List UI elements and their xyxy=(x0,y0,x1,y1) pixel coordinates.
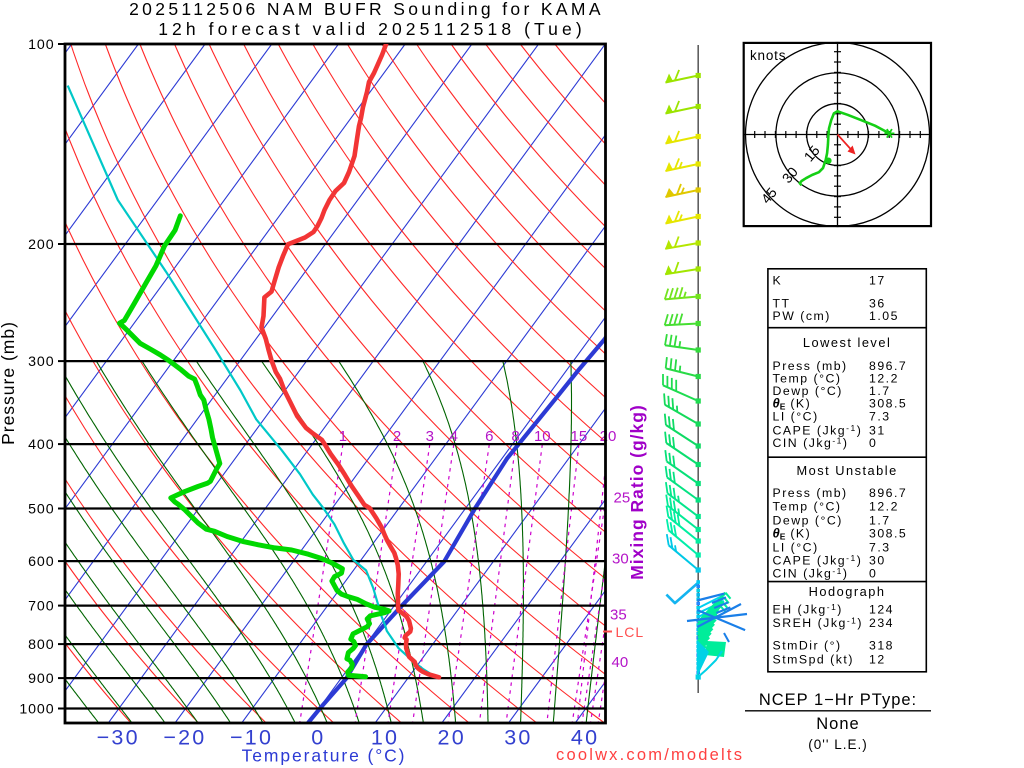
svg-text:308.5: 308.5 xyxy=(869,527,907,541)
svg-text:1.05: 1.05 xyxy=(869,309,899,323)
svg-text:200: 200 xyxy=(28,237,54,253)
svg-text:1000: 1000 xyxy=(19,701,54,717)
svg-text:K: K xyxy=(773,273,783,287)
svg-text:StmDir (°): StmDir (°) xyxy=(773,639,842,653)
svg-text:400: 400 xyxy=(28,437,54,453)
svg-text:300: 300 xyxy=(28,354,54,370)
svg-text:600: 600 xyxy=(28,554,54,570)
svg-text:CIN (Jkg-1): CIN (Jkg-1) xyxy=(773,436,849,451)
svg-text:Hodograph: Hodograph xyxy=(809,584,886,599)
svg-text:Mixing Ratio (g/kg): Mixing Ratio (g/kg) xyxy=(627,404,647,580)
svg-text:40: 40 xyxy=(571,725,599,749)
svg-text:TT: TT xyxy=(773,296,791,310)
svg-text:17: 17 xyxy=(869,273,886,287)
svg-text:Temp (°C): Temp (°C) xyxy=(773,372,842,386)
svg-text:308.5: 308.5 xyxy=(869,397,907,411)
svg-text:0: 0 xyxy=(311,725,325,749)
svg-text:−10: −10 xyxy=(230,725,273,749)
svg-text:12.2: 12.2 xyxy=(869,500,899,514)
svg-text:30: 30 xyxy=(612,551,629,568)
svg-text:CIN (Jkg-1): CIN (Jkg-1) xyxy=(773,566,849,581)
svg-text:7.3: 7.3 xyxy=(869,410,891,424)
svg-text:Most Unstable: Most Unstable xyxy=(796,463,897,478)
svg-text:(0'' L.E.): (0'' L.E.) xyxy=(808,737,867,752)
svg-text:Dewp (°C): Dewp (°C) xyxy=(773,514,843,528)
svg-text:LCL: LCL xyxy=(616,624,645,640)
svg-text:7.3: 7.3 xyxy=(869,540,891,554)
svg-text:30: 30 xyxy=(504,725,532,749)
svg-text:8: 8 xyxy=(511,428,519,445)
svg-text:0: 0 xyxy=(869,567,877,581)
svg-text:10: 10 xyxy=(534,428,551,445)
svg-text:1.7: 1.7 xyxy=(869,514,891,528)
svg-text:36: 36 xyxy=(869,296,886,310)
svg-text:CAPE (Jkg-1): CAPE (Jkg-1) xyxy=(773,553,863,568)
svg-text:318: 318 xyxy=(869,639,894,653)
svg-text:EH (Jkg-1): EH (Jkg-1) xyxy=(773,602,843,617)
svg-text:700: 700 xyxy=(28,598,54,614)
svg-text:CAPE (Jkg-1): CAPE (Jkg-1) xyxy=(773,423,863,438)
svg-text:Temp (°C): Temp (°C) xyxy=(773,500,842,514)
svg-text:Temperature (°C): Temperature (°C) xyxy=(242,746,407,766)
svg-text:12.2: 12.2 xyxy=(869,372,899,386)
svg-text:234: 234 xyxy=(869,616,894,630)
svg-text:Press (mb): Press (mb) xyxy=(773,359,848,373)
svg-text:40: 40 xyxy=(612,654,629,671)
svg-text:25: 25 xyxy=(614,490,631,507)
svg-text:StmSpd (kt): StmSpd (kt) xyxy=(773,653,854,667)
svg-text:100: 100 xyxy=(28,37,54,53)
svg-text:896.7: 896.7 xyxy=(869,486,907,500)
svg-text:Pressure (mb): Pressure (mb) xyxy=(0,321,18,445)
svg-text:12: 12 xyxy=(869,653,886,667)
svg-text:15: 15 xyxy=(801,142,823,164)
svg-text:30: 30 xyxy=(869,554,886,568)
svg-text:20: 20 xyxy=(438,725,466,749)
svg-text:20: 20 xyxy=(600,428,617,445)
svg-text:PW (cm): PW (cm) xyxy=(773,309,831,323)
svg-text:30: 30 xyxy=(779,164,801,186)
svg-text:900: 900 xyxy=(28,671,54,687)
svg-text:LI (°C): LI (°C) xyxy=(773,410,819,424)
svg-text:15: 15 xyxy=(571,428,588,445)
svg-text:1: 1 xyxy=(339,428,347,445)
svg-text:1.7: 1.7 xyxy=(869,384,891,398)
svg-text:θE (K): θE (K) xyxy=(773,526,812,542)
svg-text:500: 500 xyxy=(28,501,54,517)
svg-text:124: 124 xyxy=(869,603,894,617)
svg-text:896.7: 896.7 xyxy=(869,359,907,373)
svg-text:2025112506 NAM BUFR Soundin: 2025112506 NAM BUFR Sounding for KAMA xyxy=(129,0,604,19)
svg-text:Dewp (°C): Dewp (°C) xyxy=(773,384,843,398)
svg-text:SREH (Jkg-1): SREH (Jkg-1) xyxy=(773,616,863,631)
svg-text:31: 31 xyxy=(869,424,886,438)
svg-text:coolwx.com/modelts: coolwx.com/modelts xyxy=(556,746,744,764)
svg-text:knots: knots xyxy=(750,48,786,63)
svg-text:2: 2 xyxy=(393,428,401,445)
svg-text:800: 800 xyxy=(28,637,54,653)
svg-text:Lowest level: Lowest level xyxy=(803,335,891,350)
svg-text:NCEP 1−Hr PType:: NCEP 1−Hr PType: xyxy=(759,691,917,709)
svg-text:−30: −30 xyxy=(97,725,140,749)
svg-text:35: 35 xyxy=(610,607,627,624)
svg-text:4: 4 xyxy=(450,428,458,445)
svg-text:10: 10 xyxy=(371,725,399,749)
svg-text:0: 0 xyxy=(869,436,877,450)
svg-text:3: 3 xyxy=(426,428,434,445)
svg-text:LI (°C): LI (°C) xyxy=(773,540,819,554)
svg-text:None: None xyxy=(816,715,859,733)
svg-text:12h forecast valid 20251125: 12h forecast valid 2025112518 (Tue) xyxy=(158,19,586,39)
svg-text:Press (mb): Press (mb) xyxy=(773,486,848,500)
svg-text:6: 6 xyxy=(485,428,493,445)
svg-text:−20: −20 xyxy=(163,725,206,749)
